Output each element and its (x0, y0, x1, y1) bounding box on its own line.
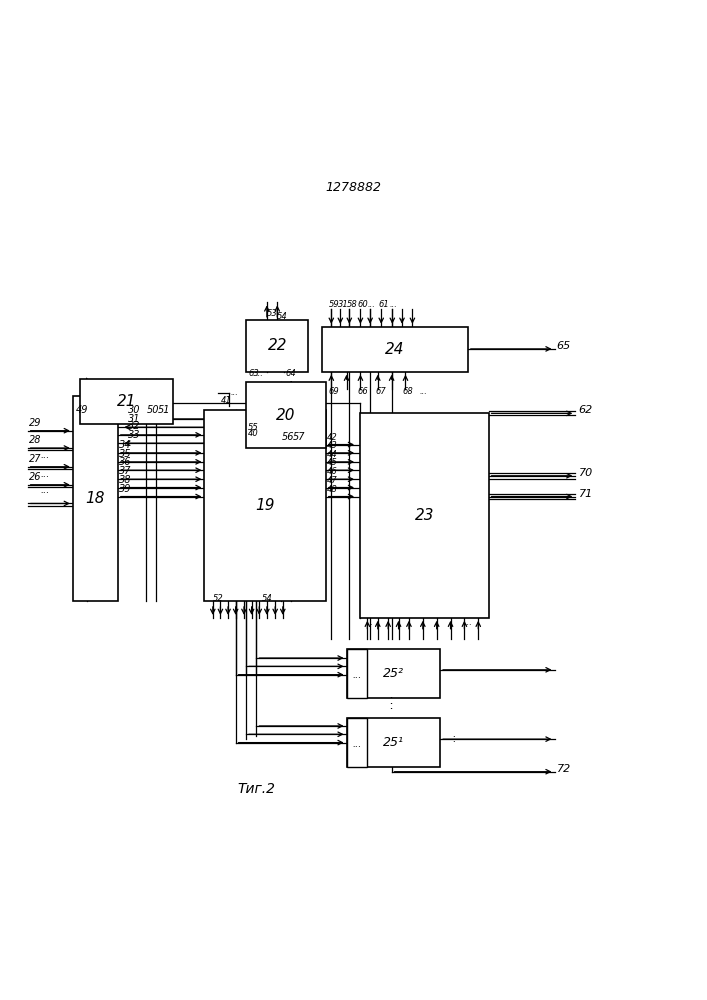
Text: .: . (452, 734, 456, 744)
Text: 19: 19 (255, 498, 275, 513)
Bar (73, 396, 118, 601)
Text: ...: ... (419, 387, 427, 396)
Text: 40: 40 (247, 429, 258, 438)
Text: 56: 56 (282, 432, 295, 442)
Text: ...: ... (40, 450, 49, 460)
Text: ...: ... (230, 388, 238, 397)
Text: 59: 59 (329, 300, 339, 309)
Bar (322, 327, 468, 372)
Text: .: . (390, 688, 394, 701)
Text: 42: 42 (327, 433, 338, 442)
Text: 63: 63 (248, 369, 259, 378)
Text: 18: 18 (86, 491, 105, 506)
Text: 38: 38 (119, 475, 131, 485)
Bar (80, 379, 173, 424)
Text: 27: 27 (29, 454, 42, 464)
Text: 39: 39 (119, 484, 131, 494)
Text: 25²: 25² (383, 667, 404, 680)
Text: ...: ... (352, 739, 362, 749)
Text: 62: 62 (579, 405, 593, 415)
Text: 51: 51 (158, 405, 170, 415)
Bar (246, 320, 308, 372)
Bar (346, 718, 368, 767)
Text: 45: 45 (327, 458, 338, 467)
Text: ...: ... (368, 300, 375, 309)
Text: 57: 57 (293, 432, 305, 442)
Text: 26: 26 (29, 472, 42, 482)
Text: 22: 22 (267, 338, 287, 353)
Text: 53: 53 (267, 309, 278, 318)
Text: Τиг.2: Τиг.2 (238, 782, 276, 796)
Text: .: . (390, 694, 394, 707)
Text: 52: 52 (213, 594, 223, 603)
Text: 41: 41 (221, 396, 231, 405)
Text: ...: ... (366, 618, 374, 627)
Text: 58: 58 (346, 300, 357, 309)
Text: 48: 48 (327, 485, 338, 494)
Text: 28: 28 (29, 435, 42, 445)
Text: 35: 35 (119, 449, 131, 459)
Text: ...: ... (390, 300, 397, 309)
Text: ...: ... (352, 670, 362, 680)
Text: ...: ... (464, 618, 472, 627)
Text: 32: 32 (128, 421, 141, 431)
Text: 29: 29 (29, 418, 42, 428)
Bar (346, 649, 440, 698)
Text: 50: 50 (147, 405, 160, 415)
Text: 47: 47 (327, 476, 338, 485)
Text: ...: ... (40, 485, 49, 495)
Text: 54: 54 (262, 594, 273, 603)
Text: 21: 21 (117, 394, 136, 409)
Text: 34: 34 (119, 440, 131, 450)
Text: 46: 46 (327, 467, 338, 476)
Bar (346, 649, 368, 698)
Text: 44: 44 (327, 450, 338, 459)
Text: 24: 24 (385, 342, 405, 357)
Text: 66: 66 (358, 387, 368, 396)
Text: 31: 31 (337, 300, 349, 309)
Text: 65: 65 (556, 341, 571, 351)
Text: .: . (452, 729, 456, 739)
Text: 36: 36 (119, 457, 131, 467)
Text: 72: 72 (556, 764, 571, 774)
Text: 25¹: 25¹ (383, 736, 404, 749)
Bar (346, 718, 440, 767)
Text: 67: 67 (375, 387, 386, 396)
Text: 60: 60 (358, 300, 368, 309)
Text: 1278882: 1278882 (325, 181, 382, 194)
Bar (204, 410, 326, 601)
Text: 20: 20 (276, 408, 296, 423)
Text: 54: 54 (277, 312, 288, 321)
Text: 71: 71 (579, 489, 593, 499)
Text: 68: 68 (403, 387, 414, 396)
Bar (361, 413, 489, 618)
Text: 33: 33 (128, 430, 141, 440)
Text: 43: 43 (327, 441, 338, 450)
Text: 37: 37 (119, 466, 131, 476)
Text: 55: 55 (247, 423, 258, 432)
Text: 69: 69 (329, 387, 339, 396)
Text: ...: ... (255, 369, 263, 378)
Text: ...: ... (40, 469, 49, 479)
Text: 61: 61 (378, 300, 389, 309)
Text: 30: 30 (128, 405, 141, 415)
Text: .: . (390, 699, 394, 712)
Text: 31: 31 (128, 414, 141, 424)
Text: 70: 70 (579, 468, 593, 478)
Text: 64: 64 (286, 369, 296, 378)
Text: 49: 49 (76, 405, 89, 415)
Bar (246, 382, 326, 448)
Text: 23: 23 (415, 508, 434, 523)
